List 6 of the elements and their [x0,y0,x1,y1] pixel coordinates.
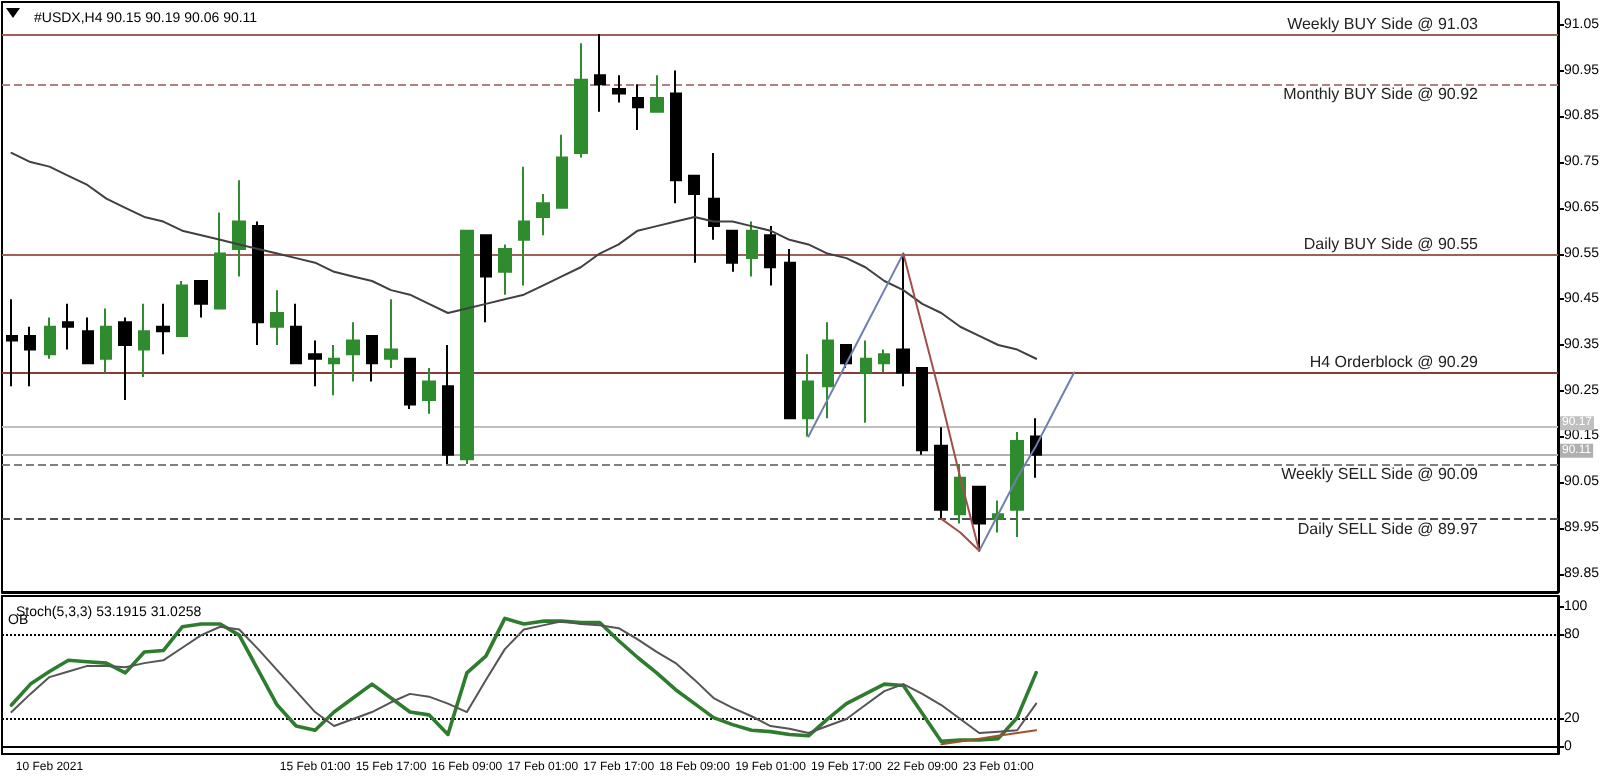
ref-line-label: Daily BUY Side @ 90.55 [1303,234,1480,253]
ref-line-label: Monthly BUY Side @ 90.92 [1283,85,1480,104]
ref-line-label: Daily SELL Side @ 89.97 [1297,519,1480,538]
ref-line-label: Weekly SELL Side @ 90.09 [1281,464,1480,483]
ref-line-label: H4 Orderblock @ 90.29 [1309,353,1480,372]
ref-line-label: Weekly BUY Side @ 91.03 [1287,15,1480,34]
